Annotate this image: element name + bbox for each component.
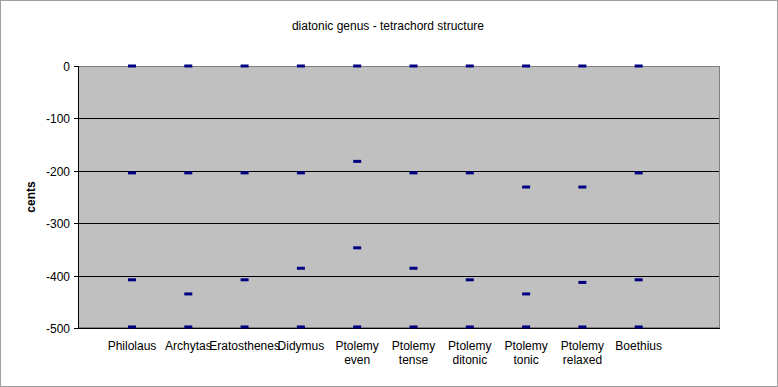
x-tick-label-line: Ptolemy [504,339,547,353]
data-point [410,267,418,270]
data-point [522,325,530,328]
data-point [635,65,643,68]
x-tick-label: Ptolemyditonic [448,339,491,367]
data-point [635,171,643,174]
x-tick-label-line: Ptolemy [392,339,435,353]
x-tick-label-line: Boethius [615,339,662,353]
x-tick-label-line: Ptolemy [336,339,379,353]
plot-area [78,66,720,328]
data-point [410,171,418,174]
data-point [578,325,586,328]
x-tick-label-line: Eratosthenes [209,339,280,353]
title: diatonic genus - tetrachord structure [292,19,484,33]
data-point [522,292,530,295]
x-tick-label: Ptolemytonic [504,339,547,367]
x-tick-label-line: Didymus [278,339,325,353]
data-point [128,171,136,174]
x-tick-label: Ptolemyrelaxed [561,339,604,367]
x-tick-label-line: tense [399,353,429,367]
x-tick-label-line: relaxed [563,353,602,367]
data-point [297,171,305,174]
x-tick-label-line: Philolaus [108,339,157,353]
chart-area [1,1,778,387]
x-tick-label-line: tonic [513,353,538,367]
data-point [241,171,249,174]
y-tick-label: -400 [46,270,70,284]
data-point [635,325,643,328]
x-tick-label: Didymus [278,339,325,353]
data-point [241,278,249,281]
data-point [522,186,530,189]
x-tick-label-line: Archytas [165,339,212,353]
marks [128,65,643,329]
x-tick-label: Eratosthenes [209,339,280,353]
data-point [578,281,586,284]
data-point [128,65,136,68]
data-point [184,292,192,295]
data-point [410,65,418,68]
x-tick-label: Philolaus [108,339,157,353]
data-point [184,65,192,68]
data-point [635,278,643,281]
y-tick [74,118,78,119]
y-tick [74,171,78,172]
chart: -500 -400 -300 -200 -100 0 Philolaus ArchytasEr… [0,0,778,387]
y-tick [74,223,78,224]
data-point [241,325,249,328]
y-tick-label: -200 [46,165,70,179]
data-point [578,186,586,189]
data-point [128,278,136,281]
y-tick-label: -500 [46,322,70,336]
x-axis-line [78,328,720,329]
data-point [297,267,305,270]
data-point [128,325,136,328]
data-point [466,278,474,281]
data-point [353,160,361,163]
x-tick-label-line: ditonic [452,353,487,367]
grid-line [78,276,720,277]
x-tick-label: Ptolemytense [392,339,435,367]
grid-line [78,223,720,224]
data-point [184,171,192,174]
data-point [410,325,418,328]
data-point [466,171,474,174]
data-point [184,325,192,328]
data-point [241,65,249,68]
x-tick-label-line: even [344,353,370,367]
data-point [353,65,361,68]
y-tick [74,66,78,67]
x-tick-label: Archytas [165,339,212,353]
y-tick-label: -100 [46,112,70,126]
data-point [466,65,474,68]
grid-line [78,171,720,172]
data-point [466,325,474,328]
y-axis-label: cents [24,181,38,213]
plot-frame [79,67,720,328]
x-tick-label-line: Ptolemy [448,339,491,353]
x-tick-label: Ptolemyeven [336,339,379,367]
x-tick-label-line: Ptolemy [561,339,604,353]
data-point [297,65,305,68]
data-point [297,325,305,328]
data-point [522,65,530,68]
x-tick-label: Boethius [615,339,662,353]
y-tick [74,276,78,277]
y-axis-line [78,66,79,328]
data-point [578,65,586,68]
y-tick-label: 0 [63,60,70,74]
data-point [353,325,361,328]
data-point [353,246,361,249]
grid-line [78,118,720,119]
y-tick [74,328,78,329]
y-tick-label: -300 [46,217,70,231]
